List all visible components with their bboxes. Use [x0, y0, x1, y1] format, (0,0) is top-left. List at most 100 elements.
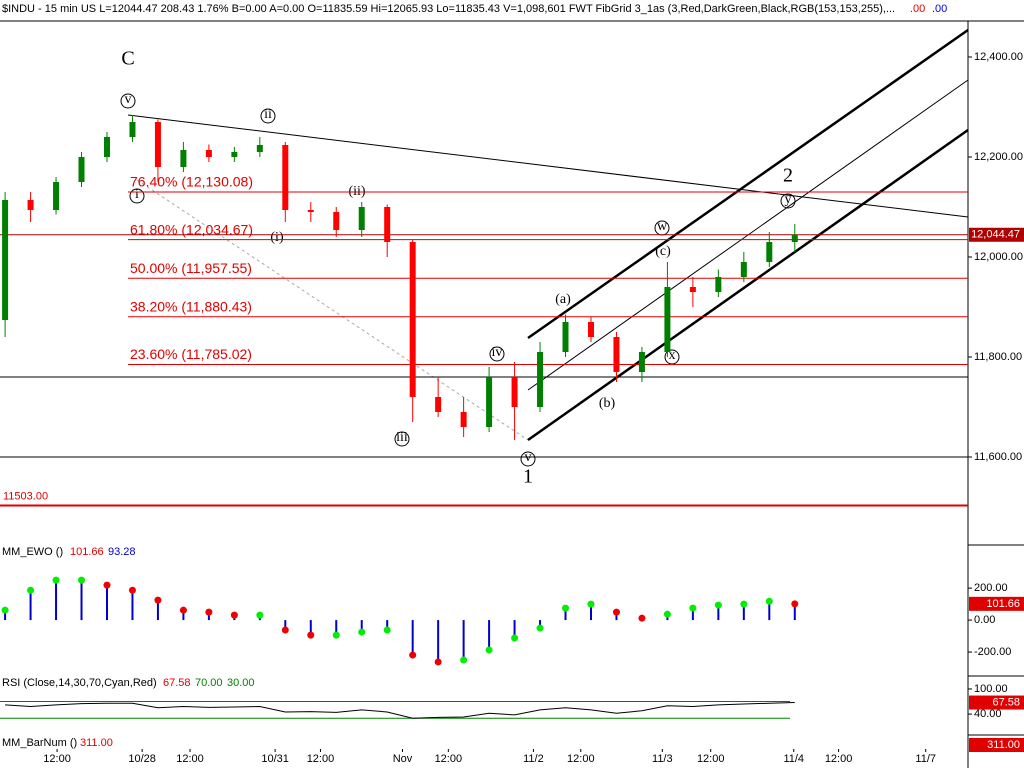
- wave-label: (b): [599, 396, 616, 411]
- y-tick-label: 11,800.00: [974, 351, 1022, 363]
- wave-label: v: [125, 92, 132, 107]
- ewo-dot: [52, 576, 60, 584]
- ewo-dot: [78, 576, 86, 584]
- wave-label: (i): [270, 230, 284, 245]
- candle-body: [78, 157, 85, 182]
- y-tick-label: 0.00: [974, 614, 995, 626]
- candle-body: [409, 242, 416, 397]
- value-box: [969, 227, 1024, 242]
- ewo-dot: [714, 601, 722, 609]
- ewo-dot: [587, 600, 595, 608]
- candle-body: [333, 212, 340, 230]
- x-tick-label: 12:00: [43, 753, 71, 765]
- wave-label: ii: [264, 107, 272, 122]
- wave-label: (c): [655, 244, 671, 259]
- y-tick-label: 100.00: [974, 683, 1008, 695]
- value-box: [969, 596, 1024, 611]
- ewo-dot: [27, 586, 35, 594]
- fib-label: 23.60% (11,785.02): [130, 346, 252, 362]
- wave-circle: [394, 431, 410, 447]
- rsi-line: [5, 702, 795, 719]
- ewo-dot: [154, 596, 162, 604]
- candle-body: [358, 207, 365, 230]
- y-tick-label: -200.00: [974, 646, 1011, 658]
- y-tick-label: 12,200.00: [974, 151, 1023, 163]
- ewo-dot: [740, 600, 748, 608]
- ewo-dot: [434, 658, 442, 666]
- candle-body: [154, 122, 161, 167]
- ewo-dot: [281, 626, 289, 634]
- ewo-dot: [103, 581, 111, 589]
- candle-body: [205, 150, 212, 157]
- ewo-dot: [179, 606, 187, 614]
- y-tick-label: 12,000.00: [974, 251, 1023, 263]
- candle-body: [2, 200, 9, 320]
- header-flag: .00: [910, 3, 925, 15]
- candle-body: [231, 152, 238, 157]
- wave-label: w: [657, 219, 668, 234]
- indicator-readout: 70.00: [195, 677, 223, 689]
- trend-line: [127, 114, 969, 218]
- header-info: $INDU - 15 min US L=12044.47 208.43 1.76…: [2, 3, 895, 15]
- ewo-dot: [485, 646, 493, 654]
- ewo-dot: [307, 631, 315, 639]
- value-box-label: 67.58: [992, 696, 1020, 708]
- candle-body: [791, 234, 798, 242]
- x-tick-label: 11/3: [652, 753, 673, 765]
- candle-body: [715, 277, 722, 292]
- ewo-dot: [612, 608, 620, 616]
- x-tick-label: 11/4: [783, 753, 804, 765]
- y-tick-label: 11,600.00: [974, 451, 1022, 463]
- candle-body: [537, 352, 544, 407]
- x-tick-label: 12:00: [567, 753, 595, 765]
- wave-label: iv: [492, 345, 503, 360]
- fib-label: 38.20% (11,880.43): [130, 298, 252, 314]
- indicator-readout: 93.28: [108, 546, 136, 558]
- x-tick-label: 11/2: [523, 753, 544, 765]
- ewo-dot: [230, 611, 238, 619]
- x-tick-label: 12:00: [307, 753, 335, 765]
- value-box: [969, 738, 1024, 752]
- y-tick-label: 200.00: [974, 582, 1008, 594]
- value-box: [969, 695, 1024, 710]
- indicator-title: RSI (Close,14,30,70,Cyan,Red): [2, 677, 157, 689]
- candle-body: [103, 137, 110, 157]
- ewo-dot: [689, 604, 697, 612]
- candle-body: [256, 145, 263, 152]
- fib-label: 50.00% (11,957.55): [130, 260, 252, 276]
- x-tick-label: 10/31: [261, 753, 289, 765]
- x-tick-label: 11/7: [915, 753, 936, 765]
- wave-label: x: [669, 348, 676, 363]
- channel-upper: [527, 28, 969, 340]
- ewo-dot: [409, 651, 417, 659]
- candle-body: [180, 150, 187, 167]
- indicator-readout: 30.00: [227, 677, 255, 689]
- candle-body: [384, 207, 391, 242]
- wave-label: 2: [783, 165, 793, 187]
- candle-body: [587, 322, 594, 337]
- channel-lower: [527, 128, 969, 442]
- candle-body: [638, 352, 645, 372]
- candle-body: [689, 287, 696, 292]
- value-box-label: 12,044.47: [971, 229, 1020, 241]
- wave-circle: [260, 108, 276, 124]
- fib-label: 76.40% (12,130.08): [130, 174, 253, 190]
- candle-body: [307, 210, 314, 212]
- x-tick-label: 12:00: [697, 753, 725, 765]
- ewo-dot: [765, 597, 773, 605]
- indicator-title: MM_BarNum (): [2, 737, 77, 749]
- ewo-dot: [1, 606, 9, 614]
- candle-body: [282, 145, 289, 210]
- x-tick-label: 12:00: [825, 753, 853, 765]
- y-tick-label: 12,400.00: [974, 51, 1023, 63]
- stop-label: 11503.00: [3, 490, 48, 502]
- trend-line: [136, 179, 529, 441]
- candle-body: [664, 287, 671, 352]
- wave-label: iii: [396, 430, 408, 445]
- ewo-dot: [511, 634, 519, 642]
- x-tick-label: Nov: [393, 753, 413, 765]
- wave-label: 1: [523, 466, 533, 488]
- candle-body: [27, 200, 34, 210]
- wave-label: v: [525, 450, 532, 465]
